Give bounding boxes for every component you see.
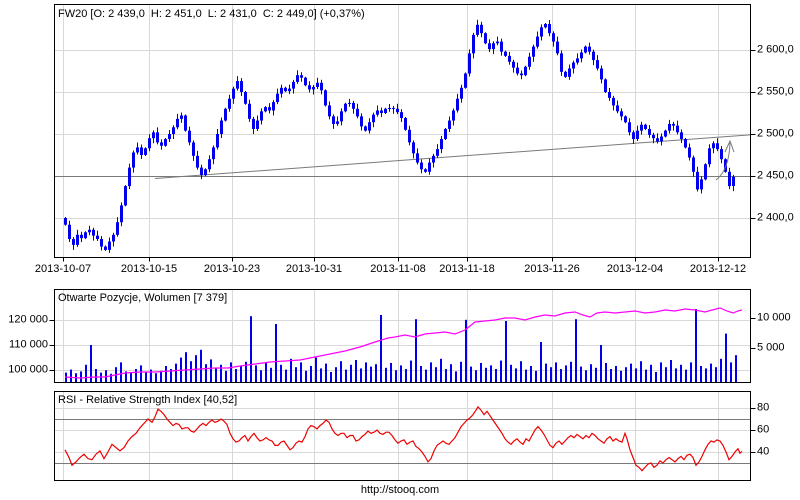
volume-axis-label: 5 000 — [757, 341, 785, 354]
date-axis-label: 2013-10-07 — [34, 263, 92, 275]
price-axis-label: 2 550,0 — [757, 85, 794, 98]
date-axis-label: 2013-10-31 — [285, 263, 343, 275]
volume-panel-title: Otwarte Pozycje, Wolumen [7 379] — [58, 292, 228, 304]
main-chart-title: FW20 [O: 2 439,0 H: 2 451,0 L: 2 431,0 C… — [58, 8, 365, 20]
date-axis-label: 2013-12-12 — [689, 263, 747, 275]
rsi-axis-label: 60 — [757, 423, 770, 436]
rsi-axis-label: 80 — [757, 401, 770, 414]
date-axis-label: 2013-10-15 — [120, 263, 178, 275]
rsi-panel-title: RSI - Relative Strength Index [40,52] — [58, 394, 238, 406]
date-axis-label: 2013-11-18 — [439, 263, 495, 275]
date-axis-label: 2013-10-23 — [203, 263, 261, 275]
price-axis-label: 2 450,0 — [757, 169, 794, 182]
open-positions-axis-label: 110 000 — [9, 338, 48, 351]
volume-axis-label: 10 000 — [757, 311, 791, 324]
footer-url[interactable]: http://stooq.com — [360, 484, 440, 496]
price-axis-label: 2 500,0 — [757, 127, 794, 140]
price-axis-label: 2 400,0 — [757, 211, 794, 224]
date-axis-label: 2013-12-04 — [606, 263, 664, 275]
price-axis-label: 2 600,0 — [757, 43, 794, 56]
date-axis-label: 2013-11-08 — [370, 263, 426, 275]
date-axis-label: 2013-11-26 — [524, 263, 580, 275]
open-positions-axis-label: 100 000 — [8, 363, 48, 376]
rsi-axis-label: 40 — [757, 445, 770, 458]
open-positions-axis-label: 120 000 — [8, 313, 48, 326]
